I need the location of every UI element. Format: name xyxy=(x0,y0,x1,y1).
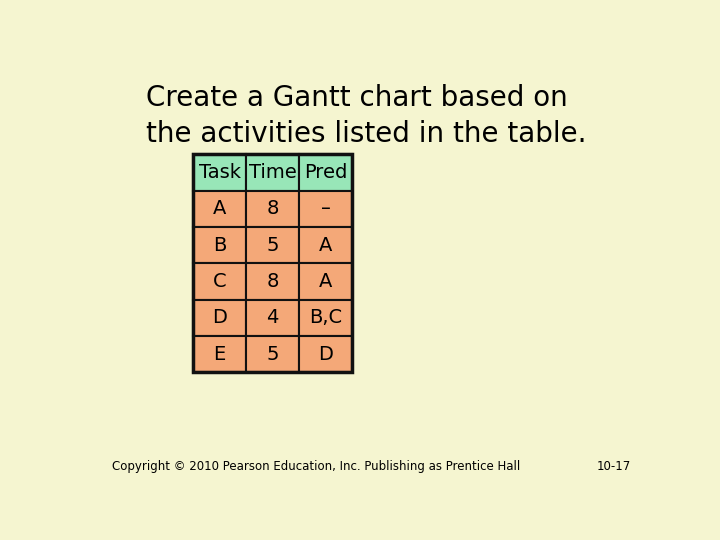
Bar xyxy=(246,154,300,191)
Text: Time: Time xyxy=(249,163,297,182)
Text: Task: Task xyxy=(199,163,240,182)
Text: A: A xyxy=(213,199,226,218)
Bar xyxy=(246,264,300,300)
Bar xyxy=(193,154,352,373)
Bar xyxy=(193,154,246,191)
Text: A: A xyxy=(319,235,333,255)
Bar xyxy=(300,336,352,373)
Text: D: D xyxy=(318,345,333,364)
Bar xyxy=(300,227,352,264)
Bar xyxy=(193,227,246,264)
Text: B: B xyxy=(213,235,226,255)
Bar xyxy=(246,191,300,227)
Bar xyxy=(300,154,352,191)
Text: 5: 5 xyxy=(266,235,279,255)
Text: –: – xyxy=(321,199,330,218)
Text: C: C xyxy=(213,272,227,291)
Bar xyxy=(246,227,300,264)
Text: 10-17: 10-17 xyxy=(597,460,631,473)
Bar xyxy=(300,191,352,227)
Bar xyxy=(193,300,246,336)
Text: 4: 4 xyxy=(266,308,279,327)
Text: D: D xyxy=(212,308,228,327)
Text: B,C: B,C xyxy=(309,308,342,327)
Text: E: E xyxy=(214,345,226,364)
Text: 8: 8 xyxy=(266,272,279,291)
Text: Copyright © 2010 Pearson Education, Inc. Publishing as Prentice Hall: Copyright © 2010 Pearson Education, Inc.… xyxy=(112,460,521,473)
Bar xyxy=(246,336,300,373)
Text: 5: 5 xyxy=(266,345,279,364)
Bar xyxy=(300,264,352,300)
Text: 8: 8 xyxy=(266,199,279,218)
Bar xyxy=(246,300,300,336)
Text: A: A xyxy=(319,272,333,291)
Bar xyxy=(193,191,246,227)
Text: Pred: Pred xyxy=(304,163,348,182)
Bar xyxy=(193,336,246,373)
Bar xyxy=(193,264,246,300)
Text: Create a Gantt chart based on
the activities listed in the table.: Create a Gantt chart based on the activi… xyxy=(145,84,586,148)
Bar xyxy=(300,300,352,336)
